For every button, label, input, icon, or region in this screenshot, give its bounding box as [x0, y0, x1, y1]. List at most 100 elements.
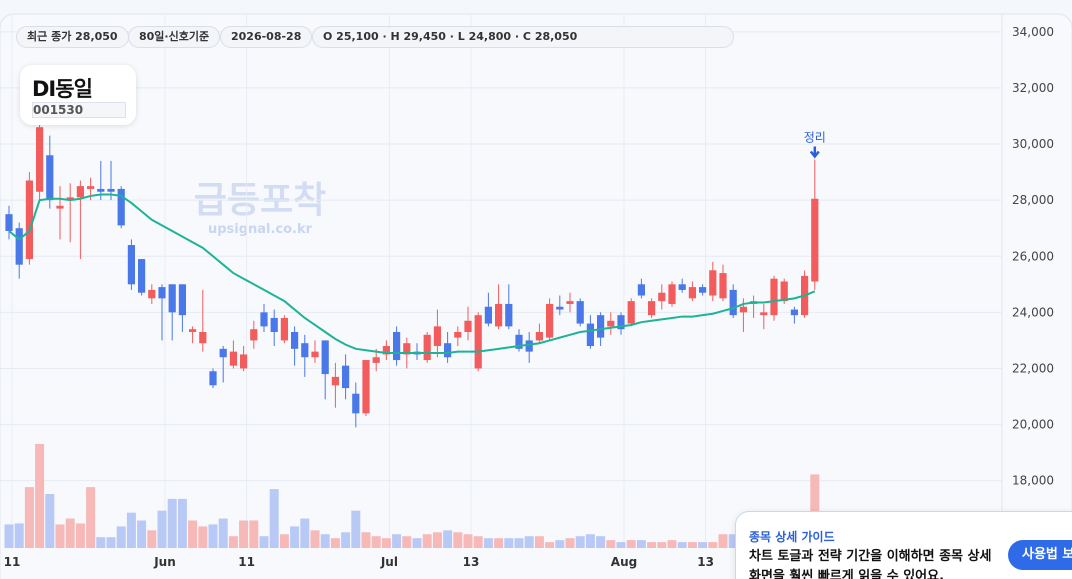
- volume-bar: [147, 530, 157, 548]
- candle-body: [811, 198, 819, 282]
- candle-body: [15, 228, 23, 265]
- volume-bar: [677, 542, 687, 548]
- candle-body: [260, 312, 268, 327]
- candle-body: [158, 287, 166, 299]
- candle-body: [668, 284, 676, 304]
- volume-bar: [320, 534, 330, 548]
- y-tick-label: 34,000: [1012, 25, 1054, 39]
- candle-body: [433, 326, 441, 347]
- guide-text: 차트 토글과 전략 기간을 이해하면 종목 상세: [749, 549, 992, 564]
- candle-body: [291, 331, 299, 349]
- guide-button[interactable]: 사용법 보기: [1008, 540, 1072, 570]
- candle-body: [454, 331, 462, 338]
- stock-code: 001530: [32, 102, 126, 118]
- x-tick-label: Jun: [153, 555, 176, 569]
- candle-body: [393, 331, 401, 361]
- y-tick-label: 28,000: [1012, 193, 1054, 207]
- candle-body: [525, 340, 533, 352]
- candle-body: [321, 340, 329, 375]
- volume-bar: [606, 540, 616, 548]
- candle-body: [495, 303, 503, 327]
- candle-body: [240, 354, 248, 369]
- candle-body: [627, 301, 635, 324]
- logo-card: DI동일 001530: [20, 65, 136, 125]
- volume-bar: [443, 530, 453, 548]
- candle-body: [556, 306, 564, 310]
- candle-body: [709, 270, 717, 296]
- candle-body: [505, 303, 513, 327]
- candle-body: [739, 306, 747, 313]
- volume-bar: [667, 540, 677, 548]
- candle-body: [76, 186, 84, 198]
- candle-body: [586, 323, 594, 347]
- volume-bar: [616, 542, 626, 548]
- volume-bar: [188, 520, 198, 548]
- volume-bar: [647, 542, 657, 548]
- x-tick-label: 11: [4, 555, 21, 569]
- candle-body: [362, 360, 370, 414]
- volume-bar: [126, 512, 136, 548]
- candle-body: [382, 346, 390, 355]
- candle-body: [576, 301, 584, 324]
- volume-bar: [218, 518, 228, 548]
- annotation: 정리: [804, 130, 826, 144]
- volume-bar: [534, 536, 544, 548]
- candle-body: [658, 292, 666, 302]
- x-tick-label: Aug: [611, 555, 637, 569]
- volume-bar: [249, 520, 259, 548]
- candle-body: [250, 329, 258, 341]
- candle-body: [729, 289, 737, 316]
- volume-bar: [86, 487, 96, 548]
- candle-body: [189, 329, 197, 332]
- annotation-arrow: [809, 146, 820, 159]
- y-tick-label: 20,000: [1012, 418, 1054, 432]
- volume-bar: [545, 542, 555, 548]
- candle-body: [178, 284, 186, 316]
- volume-bar: [300, 518, 310, 548]
- volume-bar: [453, 532, 463, 548]
- volume-bar: [65, 518, 75, 548]
- volume-bar: [708, 542, 718, 548]
- volume-bar: [75, 523, 85, 548]
- candle-body: [87, 186, 95, 189]
- candle-body: [444, 343, 452, 358]
- x-tick-label: Jul: [380, 555, 398, 569]
- candle-body: [209, 371, 217, 386]
- volume-bar: [106, 537, 116, 548]
- candle-body: [97, 188, 105, 192]
- y-tick-label: 30,000: [1012, 137, 1054, 151]
- candle-body: [352, 393, 360, 414]
- candle-body: [484, 306, 492, 324]
- guide-text: 화면을 훨씬 빠르게 읽을 수 있어요.: [749, 569, 945, 579]
- volume-bar: [555, 540, 565, 548]
- volume-bar: [259, 536, 269, 548]
- volume-bar: [177, 498, 187, 548]
- candle-body: [790, 309, 798, 316]
- candle-body: [219, 348, 227, 358]
- y-tick-label: 18,000: [1012, 474, 1054, 488]
- volume-bar: [575, 536, 585, 548]
- volume-bar: [45, 494, 55, 548]
- candle-body: [66, 197, 74, 201]
- candle-body: [688, 287, 696, 299]
- volume-bar: [4, 524, 14, 548]
- pill: O 25,100 · H 29,450 · L 24,800 · C 28,05…: [312, 26, 734, 48]
- volume-bar: [657, 542, 667, 548]
- candle-body: [648, 301, 656, 316]
- volume-bar: [565, 538, 575, 548]
- volume-bar: [14, 523, 24, 548]
- volume-bar: [422, 534, 432, 548]
- x-tick-label: 11: [238, 555, 255, 569]
- stock-name: DI동일: [32, 77, 93, 101]
- y-tick-label: 22,000: [1012, 361, 1054, 375]
- guide-popup: 종목 상세 가이드 차트 토글과 전략 기간을 이해하면 종목 상세 화면을 훨…: [735, 511, 1072, 579]
- watermark-url: upsignal.co.kr: [208, 222, 313, 237]
- candle-body: [148, 289, 156, 299]
- candle-body: [535, 331, 543, 341]
- pill: 최근 종가 28,050: [16, 26, 129, 48]
- volume-bar: [351, 510, 361, 548]
- volume-bar: [198, 526, 208, 548]
- candle-body: [127, 245, 135, 285]
- volume-bar: [483, 538, 493, 548]
- candle-body: [617, 315, 625, 330]
